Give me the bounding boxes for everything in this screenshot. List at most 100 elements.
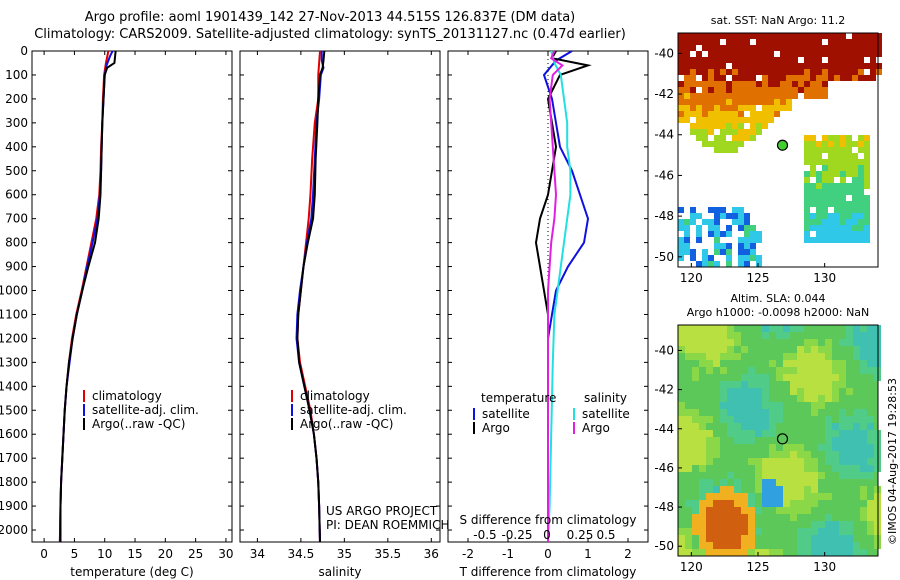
map-cell	[846, 472, 853, 479]
map-cell	[776, 507, 783, 514]
map-cell	[839, 549, 846, 556]
map-cell	[834, 237, 840, 243]
map-cell	[685, 535, 692, 542]
map-cell	[780, 99, 786, 105]
map-cell	[692, 507, 699, 514]
map-cell	[811, 528, 818, 535]
map-cell	[858, 57, 864, 63]
map-cell	[692, 549, 699, 556]
map-cell	[744, 87, 750, 93]
x-tick-label: 15	[127, 547, 142, 561]
map-cell	[798, 81, 804, 87]
map-cell	[858, 75, 864, 81]
map-cell	[792, 45, 798, 51]
map-cell	[702, 39, 708, 45]
map-cell	[818, 346, 825, 353]
sla-map-title-2: Argo h1000: -0.0098 h2000: NaN	[687, 306, 870, 319]
map-cell	[685, 549, 692, 556]
map-cell	[756, 93, 762, 99]
map-cell	[734, 388, 741, 395]
map-cell	[825, 360, 832, 367]
map-cell	[811, 388, 818, 395]
map-cell	[708, 231, 714, 237]
map-cell	[846, 141, 852, 147]
map-cell	[804, 195, 810, 201]
map-cell	[685, 528, 692, 535]
map-cell	[706, 416, 713, 423]
map-cell	[864, 147, 870, 153]
map-cell	[702, 57, 708, 63]
map-cell	[768, 63, 774, 69]
map-cell	[678, 437, 685, 444]
map-cell	[810, 75, 816, 81]
map-cell	[816, 63, 822, 69]
map-cell	[810, 147, 816, 153]
map-cell	[769, 486, 776, 493]
map-cell	[846, 225, 852, 231]
map-cell	[790, 493, 797, 500]
map-cell	[755, 486, 762, 493]
map-cell	[774, 87, 780, 93]
map-cell	[732, 39, 738, 45]
map-cell	[780, 63, 786, 69]
map-cell	[816, 159, 822, 165]
map-cell	[846, 39, 852, 45]
map-cell	[870, 63, 876, 69]
map-cell	[699, 451, 706, 458]
map-cell	[797, 381, 804, 388]
map-cell	[762, 81, 768, 87]
map-cell	[720, 416, 727, 423]
map-cell	[706, 500, 713, 507]
map-cell	[720, 493, 727, 500]
map-cell	[720, 479, 727, 486]
map-cell	[678, 39, 684, 45]
map-cell	[860, 451, 867, 458]
map-cell	[825, 451, 832, 458]
map-cell	[828, 135, 834, 141]
map-cell	[876, 39, 882, 45]
map-cell	[798, 45, 804, 51]
map-cell	[732, 213, 738, 219]
map-cell	[741, 402, 748, 409]
map-cell	[748, 402, 755, 409]
map-cell	[822, 225, 828, 231]
map-cell	[780, 39, 786, 45]
map-cell	[816, 207, 822, 213]
map-cell	[828, 177, 834, 183]
map-cell	[690, 111, 696, 117]
map-cell	[780, 45, 786, 51]
map-cell	[727, 423, 734, 430]
map-cell	[726, 105, 732, 111]
map-cell	[864, 171, 870, 177]
map-cell	[839, 360, 846, 367]
map-cell	[699, 493, 706, 500]
map-cell	[786, 63, 792, 69]
map-cell	[727, 486, 734, 493]
map-cell	[727, 346, 734, 353]
map-cell	[692, 367, 699, 374]
map-cell	[706, 486, 713, 493]
map-cell	[798, 75, 804, 81]
map-cell	[776, 402, 783, 409]
map-cell	[714, 249, 720, 255]
map-cell	[774, 69, 780, 75]
map-cell	[684, 243, 690, 249]
map-cell	[750, 255, 756, 261]
map-cell	[732, 63, 738, 69]
map-cell	[786, 75, 792, 81]
map-cell	[706, 549, 713, 556]
map-cell	[762, 472, 769, 479]
map-cell	[828, 51, 834, 57]
map-cell	[690, 45, 696, 51]
map-cell	[714, 219, 720, 225]
map-cell	[822, 33, 828, 39]
map-cell	[738, 219, 744, 225]
map-cell	[678, 81, 684, 87]
map-cell	[852, 219, 858, 225]
map-cell	[846, 63, 852, 69]
map-cell	[720, 207, 726, 213]
map-cell	[678, 325, 685, 332]
map-cell	[696, 63, 702, 69]
map-cell	[720, 332, 727, 339]
map-cell	[690, 81, 696, 87]
